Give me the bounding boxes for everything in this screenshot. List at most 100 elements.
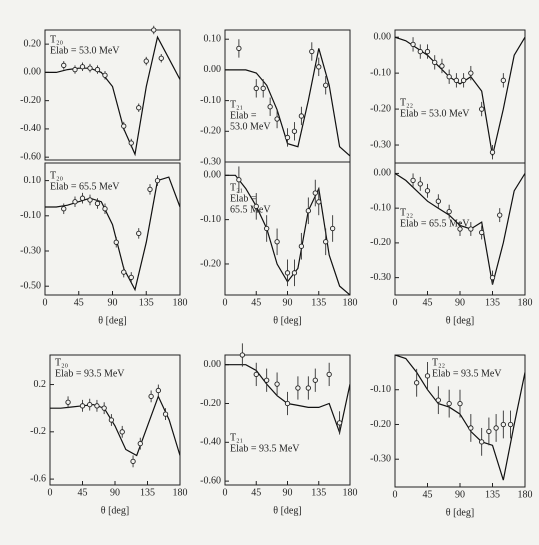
data-point [500, 421, 506, 428]
x-tick-label: 135 [140, 487, 155, 498]
x-tick-label: 90 [110, 487, 120, 498]
data-point [143, 58, 149, 64]
data-point [298, 113, 305, 119]
data-point [264, 377, 270, 383]
data-point [323, 239, 329, 245]
data-point [79, 403, 86, 409]
x-tick-label: 45 [423, 297, 433, 308]
y-tick-label: -0.10 [370, 384, 391, 395]
x-tick-label: 90 [108, 297, 118, 308]
data-point [424, 48, 431, 55]
data-point [236, 45, 242, 52]
data-point [72, 199, 78, 205]
panel-annotation: Elab = [230, 193, 257, 204]
data-point [79, 64, 86, 70]
panel-annotation: Elab = [230, 110, 257, 121]
data-point [274, 239, 280, 245]
y-tick-label: 0.00 [204, 170, 222, 181]
data-point [479, 106, 485, 112]
data-point [94, 66, 101, 73]
data-point [468, 70, 474, 76]
y-tick-label: -0.10 [20, 210, 41, 221]
theory-curve [45, 35, 180, 157]
data-point [236, 177, 242, 183]
theory-curve [45, 176, 180, 292]
data-point [291, 270, 298, 276]
data-point [446, 208, 452, 215]
panel-annotation: Elab = 53.0 MeV [400, 108, 470, 119]
panel-annotation: Elab = 93.5 MeV [55, 368, 125, 379]
panel-annotation: T₂₁ [230, 182, 243, 193]
data-point [274, 116, 280, 122]
data-point [130, 458, 136, 465]
x-axis-label: θ [deg] [101, 505, 129, 516]
x-tick-label: 180 [518, 489, 533, 500]
data-point [468, 425, 474, 431]
data-point [417, 48, 423, 55]
data-point [102, 72, 108, 78]
data-point [162, 411, 169, 417]
data-point [155, 387, 161, 394]
x-tick-label: 90 [283, 487, 293, 498]
panel-annotation: T₂₂ [400, 97, 413, 108]
data-point [65, 399, 71, 405]
x-tick-label: 180 [173, 297, 188, 308]
data-point [453, 77, 460, 83]
x-tick-label: 90 [455, 297, 465, 308]
y-tick-label: 0.00 [24, 67, 42, 78]
data-point [79, 195, 86, 201]
panel: 0.00 -0.10 -0.20 0 45 90 135 180 θ [deg] T₂₁Elab … [200, 161, 358, 326]
y-tick-label: 0.00 [374, 31, 392, 42]
y-tick-label: 0.10 [24, 175, 42, 186]
panel: -0.10 -0.20 -0.30 0 45 90 135 180 θ [deg] T₂₂Elab… [370, 354, 533, 518]
panel-annotation: Elab = 65.5 MeV [400, 218, 470, 229]
y-tick-label: -0.50 [20, 280, 41, 291]
x-tick-label: 0 [393, 489, 398, 500]
data-point [128, 274, 134, 281]
data-point [446, 74, 452, 80]
y-tick-label: -0.20 [370, 419, 391, 430]
y-tick-label: 0.00 [204, 359, 222, 370]
y-tick-label: -0.10 [200, 214, 221, 225]
panel-annotation: T₂₁ [230, 432, 243, 443]
data-point [102, 206, 108, 212]
data-point [113, 239, 119, 245]
data-point [151, 27, 157, 33]
x-tick-label: 135 [311, 487, 326, 498]
y-tick-label: -0.20 [370, 237, 391, 248]
data-point [312, 377, 318, 383]
x-tick-label: 45 [78, 487, 88, 498]
data-point [121, 123, 127, 129]
data-point [439, 63, 445, 69]
data-point [298, 243, 305, 249]
data-point [291, 128, 298, 134]
data-point [260, 85, 266, 91]
data-point [158, 55, 164, 61]
data-point [137, 440, 143, 447]
x-tick-label: 0 [43, 297, 48, 308]
y-tick-label: -0.20 [200, 398, 221, 409]
data-point [295, 385, 301, 391]
panel: 0.00 -0.10 -0.20 -0.30 0 45 90 135 180 θ [deg] T₂₂… [370, 162, 533, 326]
data-point [253, 85, 259, 91]
x-tick-label: 45 [251, 297, 261, 308]
data-point [417, 181, 423, 187]
y-tick-label: 0.2 [34, 379, 47, 390]
data-point [326, 371, 332, 378]
x-tick-label: 90 [283, 297, 293, 308]
data-point [154, 177, 161, 184]
x-axis-label: θ [deg] [98, 315, 126, 326]
data-point [239, 352, 246, 358]
data-point [493, 425, 499, 431]
panel-annotation: Elab = 93.5 MeV [432, 368, 502, 379]
y-tick-label: -0.20 [200, 126, 221, 137]
x-tick-label: 0 [223, 487, 228, 498]
data-point [87, 197, 93, 203]
data-point [147, 186, 153, 193]
y-tick-label: -0.30 [370, 139, 391, 150]
data-point [410, 177, 416, 184]
data-point [468, 226, 474, 232]
